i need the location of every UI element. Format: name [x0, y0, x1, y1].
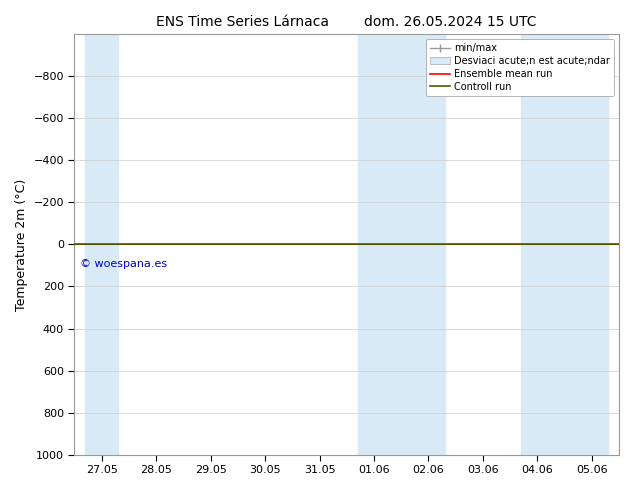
Y-axis label: Temperature 2m (°C): Temperature 2m (°C): [15, 178, 28, 311]
Title: ENS Time Series Lárnaca        dom. 26.05.2024 15 UTC: ENS Time Series Lárnaca dom. 26.05.2024 …: [157, 15, 537, 29]
Legend: min/max, Desviaci acute;n est acute;ndar, Ensemble mean run, Controll run: min/max, Desviaci acute;n est acute;ndar…: [426, 39, 614, 96]
Bar: [86, 34, 118, 455]
Text: © woespana.es: © woespana.es: [80, 259, 167, 269]
Bar: [358, 34, 445, 455]
Bar: [521, 34, 608, 455]
